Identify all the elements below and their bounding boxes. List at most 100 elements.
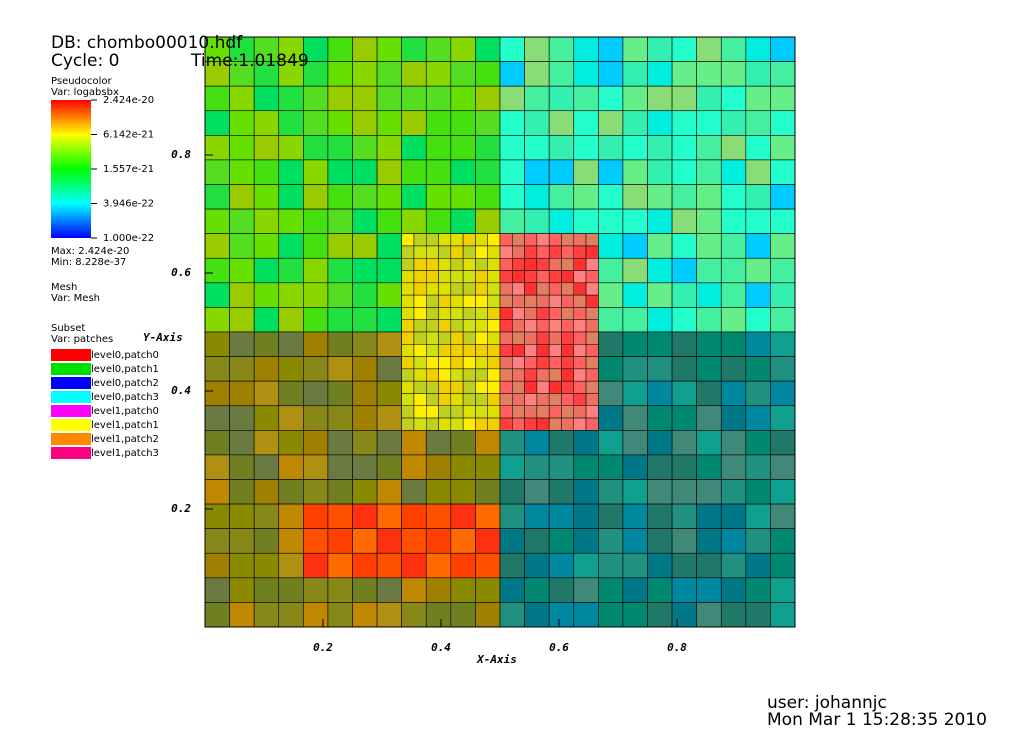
mesh-cell [327,479,353,505]
refined-cell [561,417,574,431]
mesh-cell [425,577,452,603]
mesh-cell [278,503,304,529]
mesh-cell [204,356,230,382]
mesh-cell [745,356,771,382]
mesh-cell [745,602,771,628]
mesh-cell [253,405,280,431]
refined-cell [438,294,452,308]
mesh-cell [376,36,402,62]
mesh-cell [278,184,304,210]
refined-cell [585,307,599,320]
refined-cell [573,417,587,431]
mesh-cell [745,430,771,456]
refined-cell [426,319,439,333]
mesh-cell [548,602,575,628]
refined-cell [413,393,427,407]
refined-cell [426,380,439,394]
mesh-cell [352,503,378,529]
refined-cell [512,282,525,296]
refined-cell [413,405,427,419]
mesh-cell [573,135,599,161]
mesh-cell [745,454,771,480]
mesh-cell [352,307,378,333]
mesh-cell [401,184,427,210]
mesh-cell [671,307,697,333]
mesh-cell [327,577,353,603]
mesh-cell [352,380,378,407]
refined-cell [426,417,439,431]
mesh-cell [696,307,722,333]
mesh-cells [204,36,796,628]
mesh-cell [303,184,329,210]
mesh-cell [622,110,648,136]
mesh-cell [548,85,575,112]
mesh-cell [303,208,329,234]
refined-cell [475,258,488,271]
mesh-cell [720,61,747,87]
mesh-cell [548,479,575,505]
mesh-cell [770,331,796,357]
mesh-cell [622,36,648,62]
refined-cell [548,344,562,357]
mesh-cell [598,503,624,529]
refined-cell [475,405,488,419]
refined-cell [401,380,415,394]
mesh-cell [696,257,722,284]
mesh-cell [450,602,476,628]
refined-cell [475,270,488,284]
refined-cell [561,405,574,419]
subset-label: level1,patch1 [91,420,159,431]
mesh-cell [770,602,796,628]
mesh-cell [720,36,747,62]
mesh-cell [376,61,402,87]
mesh-cell [401,454,427,480]
mesh-cell [204,454,230,480]
mesh-cell [253,331,280,357]
mesh-cell [720,110,747,136]
mesh-cell [327,454,353,480]
mesh-cell [204,577,230,603]
mesh-cell [573,430,599,456]
refined-cell [438,331,452,345]
refined-cell [512,368,525,382]
refined-cell [548,393,562,407]
mesh-cell [770,135,796,161]
refined-cell [561,344,574,357]
refined-cell [512,356,525,370]
refined-cell [524,258,538,271]
refined-cell [548,233,562,247]
refined-cell [548,319,562,333]
mesh-cell [647,208,673,234]
mesh-cell [524,479,550,505]
mesh-cell [352,208,378,234]
refined-cell [426,245,439,259]
mesh-cell [696,454,722,480]
mesh-cell [376,454,402,480]
mesh-cell [745,552,771,579]
refined-cell [475,245,488,259]
mesh-cell [622,307,648,333]
mesh-cell [278,479,304,505]
mesh-cell [303,331,329,357]
x-tick-label: 0.4 [431,641,451,654]
mesh-cell [352,454,378,480]
mesh-cell [475,430,501,456]
refined-cell [401,417,415,431]
mesh-cell [450,430,476,456]
mesh-cell [598,577,624,603]
mesh-cell [720,430,747,456]
mesh-cell [376,282,402,308]
mesh-cell [229,503,255,529]
mesh-cell [770,233,796,259]
x-tick-label: 0.2 [313,641,333,654]
refined-cell [413,307,427,320]
mesh-cell [598,184,624,210]
mesh-cell [770,503,796,529]
y-tick-label: 0.8 [171,148,191,161]
mesh-cell [253,356,280,382]
refined-cell [573,307,587,320]
mesh-cell [278,528,304,554]
subset-label: level0,patch3 [91,392,159,403]
mesh-cell [598,331,624,357]
mesh-cell [598,110,624,136]
